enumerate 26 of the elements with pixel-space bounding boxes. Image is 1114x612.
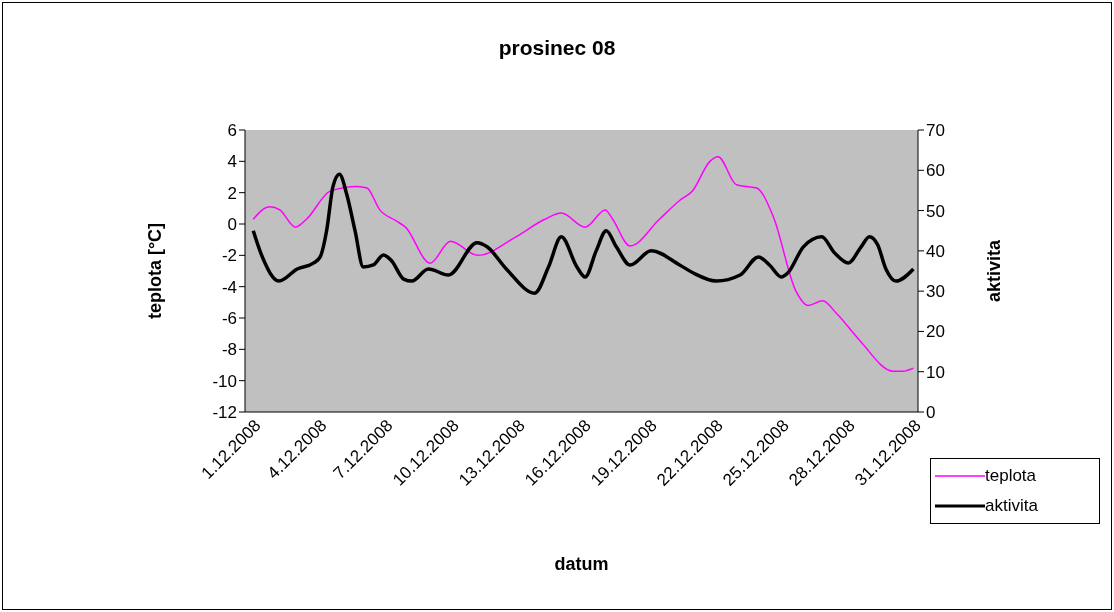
legend-label: aktivita — [985, 496, 1038, 516]
line-series — [252, 155, 915, 373]
y2-tick-label: 40 — [926, 241, 945, 261]
y2-tick-label: 70 — [926, 121, 945, 141]
x-axis-title: datum — [554, 554, 609, 574]
y2-tick-label: 0 — [926, 403, 936, 423]
y-tick-label: 4 — [227, 152, 237, 172]
y-tick-label: -10 — [212, 371, 237, 391]
line-series — [251, 172, 916, 295]
y-tick-label: -8 — [221, 340, 237, 360]
y2-tick-label: 30 — [926, 282, 945, 302]
y2-tick-label: 10 — [926, 362, 945, 382]
y-tick-label: -2 — [221, 246, 237, 266]
y2-tick-label: 20 — [926, 322, 945, 342]
y-tick-label: 0 — [227, 215, 237, 235]
y-tick-label: 2 — [227, 183, 237, 203]
y2-tick-label: 60 — [926, 161, 945, 181]
y-tick-label: -12 — [212, 403, 237, 423]
y-tick-label: -4 — [221, 277, 237, 297]
y2-tick-label: 50 — [926, 201, 945, 221]
y2-axis-title: aktivita — [984, 239, 1005, 303]
legend-label: teplota — [985, 466, 1037, 486]
y-tick-label: 6 — [227, 121, 237, 141]
chart-title: prosinec 08 — [497, 36, 617, 60]
y-axis-title: teplota [°C] — [145, 222, 166, 320]
y-tick-label: -6 — [221, 309, 237, 329]
